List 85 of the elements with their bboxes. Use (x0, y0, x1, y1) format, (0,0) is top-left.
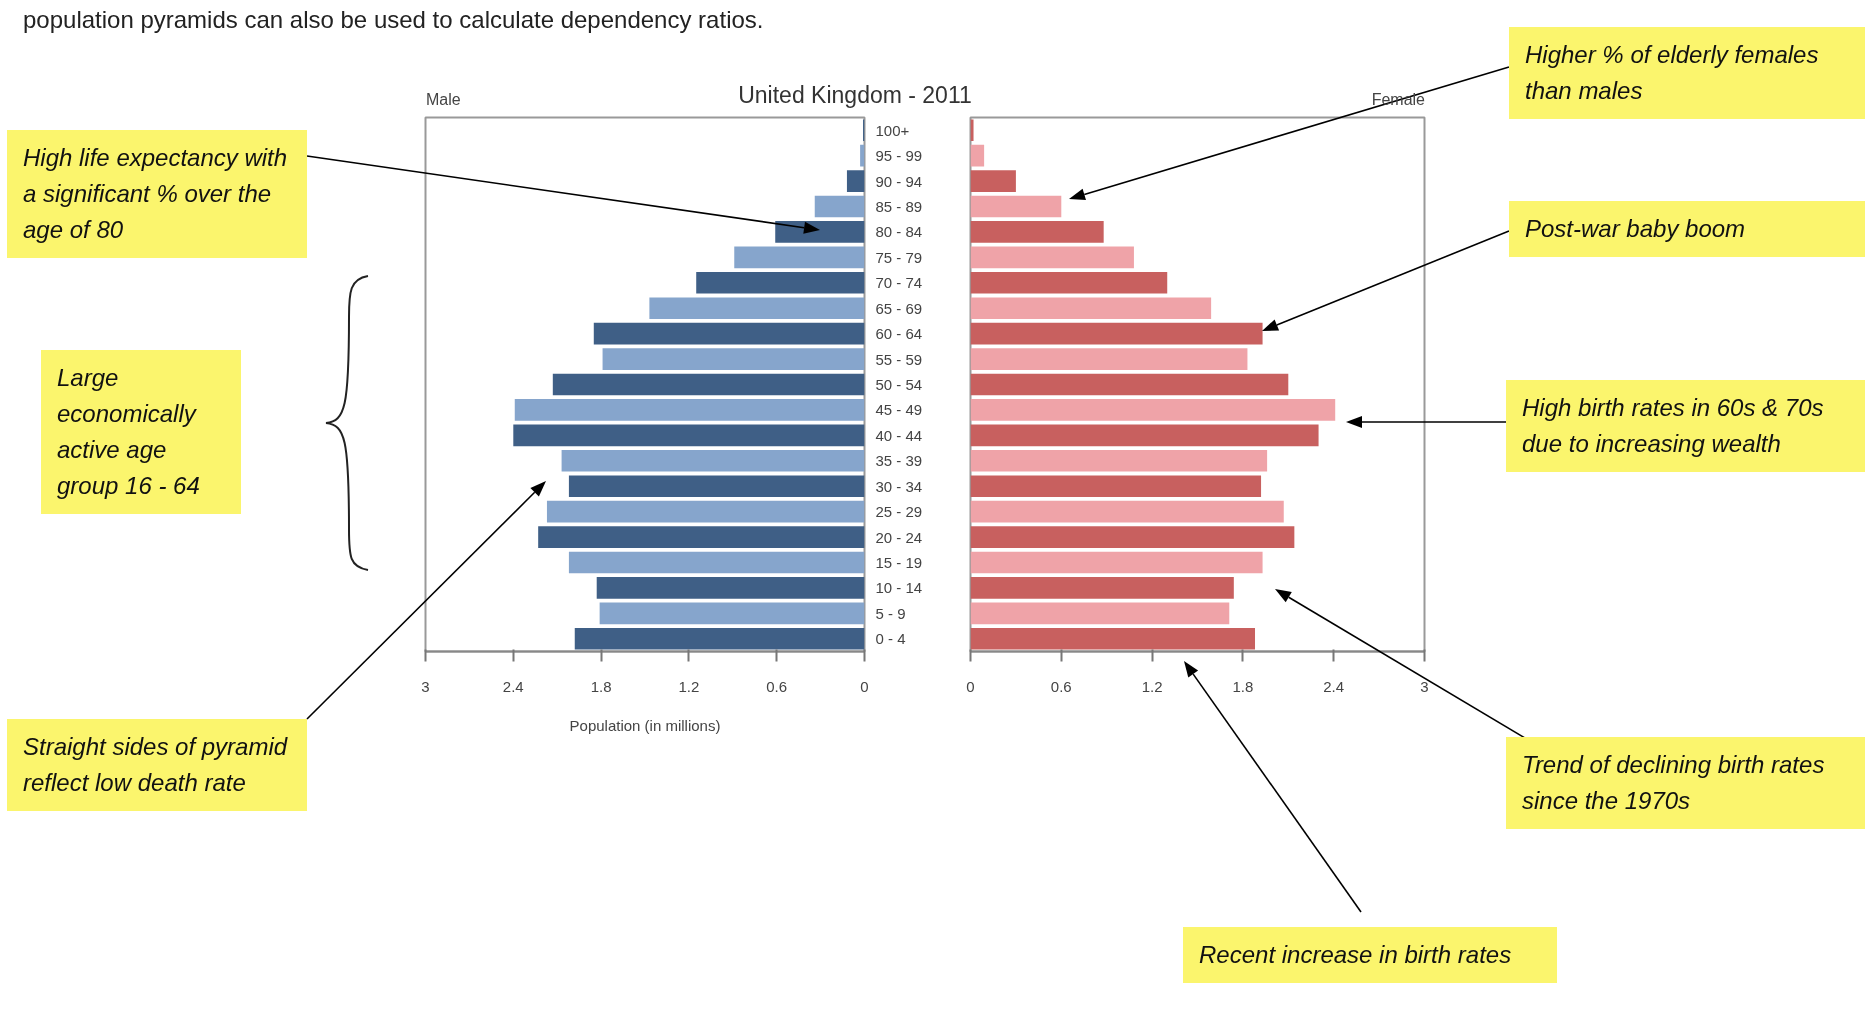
x-tick-label: 3 (421, 677, 430, 695)
y-tick-label: 90 - 94 (875, 172, 923, 190)
bar (970, 500, 1284, 523)
y-tick-label: 20 - 24 (875, 528, 923, 546)
bar (970, 221, 1104, 243)
y-tick-label: 5 - 9 (875, 604, 906, 622)
text: Recent increase in birth rates (1183, 927, 1557, 983)
bar (538, 526, 865, 548)
bar (513, 424, 865, 447)
bar (970, 373, 1289, 396)
bar (568, 475, 865, 498)
x-tick-label: 0.6 (766, 677, 788, 695)
bar (846, 170, 865, 192)
bar (649, 297, 865, 320)
x-tick-label: 3 (1420, 677, 1429, 695)
y-tick-label: 100+ (875, 121, 910, 139)
bar (596, 577, 865, 599)
text: Post-war baby boom (1509, 201, 1865, 257)
bar (970, 297, 1212, 320)
x-tick-label: 2.4 (1323, 677, 1345, 695)
bar (970, 424, 1319, 447)
bar (970, 449, 1268, 472)
bar (568, 551, 865, 574)
text: Male (426, 90, 461, 110)
y-tick-label: 60 - 64 (875, 325, 923, 343)
x-tick-label: 1.8 (590, 677, 612, 695)
bar (814, 195, 865, 218)
text: High birth rates in 60s & 70s due to increasing wealth (1506, 380, 1865, 472)
bar (970, 627, 1256, 650)
bar (970, 577, 1234, 599)
x-tick-label: 0 (966, 677, 975, 695)
text: Trend of declining birth rates since the 1970s (1506, 737, 1865, 829)
y-tick-label: 70 - 74 (875, 274, 923, 292)
y-tick-label: 80 - 84 (875, 223, 923, 241)
y-tick-label: 35 - 39 (875, 452, 923, 470)
bar (552, 373, 865, 396)
bar (970, 348, 1248, 370)
bar (970, 551, 1263, 574)
y-tick-label: 65 - 69 (875, 299, 923, 317)
bar (970, 144, 985, 167)
bar (696, 271, 865, 294)
bar (599, 602, 865, 625)
y-tick-label: 85 - 89 (875, 198, 923, 215)
y-tick-label: 55 - 59 (875, 350, 923, 368)
bar (970, 322, 1263, 345)
bar (970, 602, 1230, 625)
bar (970, 271, 1168, 294)
y-tick-label: 40 - 44 (875, 426, 923, 444)
bar (970, 195, 1062, 218)
bar (561, 449, 865, 472)
x-tick-label: 0 (860, 677, 869, 695)
y-tick-label: 45 - 49 (875, 401, 923, 419)
y-tick-label: 30 - 34 (875, 477, 923, 495)
bar (734, 246, 865, 269)
text: Straight sides of pyramid reflect low death rate (7, 719, 307, 811)
bar (970, 475, 1262, 498)
bar (593, 322, 865, 345)
text: Large economically active age group 16 - 64 (41, 350, 241, 514)
y-tick-label: 95 - 99 (875, 147, 923, 165)
text: population pyramids can also be used to calculate dependency ratios. (23, 5, 764, 35)
bar (574, 627, 865, 650)
y-tick-label: 10 - 14 (875, 579, 923, 597)
y-tick-label: 25 - 29 (875, 503, 923, 521)
text: High life expectancy with a significant % over the age of 80 (7, 130, 307, 258)
bar (970, 119, 974, 142)
y-tick-label: 0 - 4 (875, 630, 906, 648)
text: Higher % of elderly females than males (1509, 27, 1865, 119)
bar (546, 500, 865, 523)
x-tick-label: 2.4 (502, 677, 524, 695)
bar (970, 170, 1016, 192)
x-axis-title: Population (in millions) (569, 716, 721, 734)
bar (775, 221, 865, 243)
y-tick-label: 50 - 54 (875, 376, 923, 393)
x-tick-label: 1.2 (678, 677, 700, 695)
x-tick-label: 0.6 (1050, 677, 1072, 695)
bar (514, 399, 865, 421)
x-tick-label: 1.2 (1141, 677, 1163, 695)
y-tick-label: 75 - 79 (875, 248, 923, 266)
bar (970, 246, 1134, 269)
bar (970, 399, 1336, 421)
chart-title: United Kingdom - 2011 (737, 81, 973, 110)
bar (970, 526, 1295, 548)
bar (602, 348, 865, 370)
y-tick-label: 15 - 19 (875, 554, 923, 571)
x-tick-label: 1.8 (1232, 677, 1254, 695)
